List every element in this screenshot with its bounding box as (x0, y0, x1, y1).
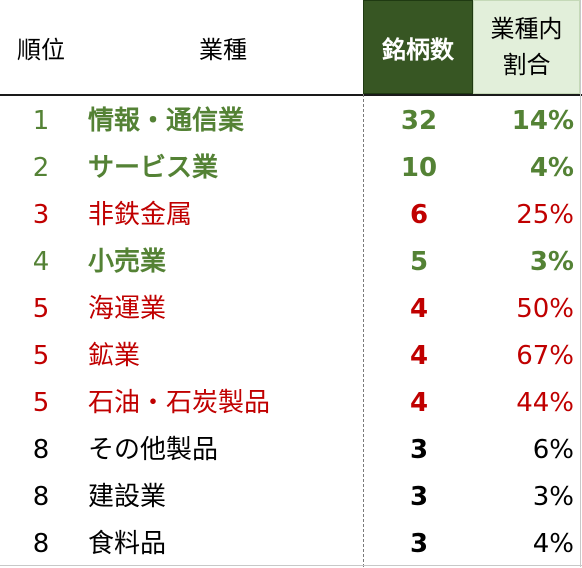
header-ratio-line1: 業種内 (490, 15, 563, 43)
rank-cell: 8 (32, 482, 50, 512)
header-ratio-line2: 割合 (502, 51, 551, 79)
ratio-cell: 25% (516, 200, 574, 230)
header-rank: 順位 (17, 35, 65, 64)
count-cell: 5 (409, 247, 429, 277)
table-row: 5 石油・石炭製品 4 44% (0, 380, 582, 427)
ratio-cell: 3% (529, 247, 574, 277)
industry-cell: 食料品 (88, 529, 167, 559)
ratio-cell: 14% (511, 106, 574, 136)
count-cell: 4 (409, 341, 429, 371)
table-row: 8 建設業 3 3% (0, 474, 582, 521)
table-row: 5 鉱業 4 67% (0, 333, 582, 380)
rank-cell: 2 (32, 153, 50, 183)
ratio-cell: 50% (516, 294, 574, 324)
table-row: 3 非鉄金属 6 25% (0, 192, 582, 239)
table-row: 1 情報・通信業 32 14% (0, 98, 582, 145)
table-row: 4 小売業 5 3% (0, 239, 582, 286)
industry-cell: 鉱業 (88, 341, 141, 371)
ratio-cell: 67% (516, 341, 574, 371)
rank-cell: 5 (32, 294, 50, 324)
table-row: 5 海運業 4 50% (0, 286, 582, 333)
count-cell: 6 (409, 200, 429, 230)
count-cell: 32 (400, 106, 438, 136)
bottom-edge (0, 565, 582, 566)
rank-cell: 3 (32, 200, 50, 230)
ratio-cell: 3% (532, 482, 574, 512)
header-ratio: 業種内 割合 (473, 0, 580, 94)
ratio-cell: 4% (532, 529, 574, 559)
ratio-cell: 6% (532, 435, 574, 465)
industry-cell: その他製品 (88, 435, 219, 465)
ratio-cell: 44% (516, 388, 574, 418)
header-industry: 業種 (199, 35, 247, 64)
industry-cell: 海運業 (88, 294, 167, 324)
rank-cell: 1 (32, 106, 50, 136)
industry-cell: 石油・石炭製品 (88, 388, 271, 418)
header-divider (0, 94, 582, 96)
industry-cell: 情報・通信業 (88, 106, 245, 136)
industry-cell: 非鉄金属 (88, 200, 193, 230)
ratio-cell: 4% (529, 153, 574, 183)
count-cell: 3 (409, 482, 429, 512)
rank-cell: 4 (32, 247, 50, 277)
table-row: 2 サービス業 10 4% (0, 145, 582, 192)
rank-cell: 5 (32, 388, 50, 418)
industry-cell: サービス業 (88, 153, 219, 183)
count-cell: 10 (400, 153, 438, 183)
table-row: 8 食料品 3 4% (0, 521, 582, 568)
count-cell: 4 (409, 294, 429, 324)
right-edge (580, 0, 581, 567)
rank-cell: 5 (32, 341, 50, 371)
header-count: 銘柄数 (363, 0, 473, 94)
industry-cell: 建設業 (88, 482, 167, 512)
column-divider (363, 94, 364, 567)
table-row: 8 その他製品 3 6% (0, 427, 582, 474)
rank-cell: 8 (32, 435, 50, 465)
count-cell: 3 (409, 435, 429, 465)
rank-cell: 8 (32, 529, 50, 559)
count-cell: 3 (409, 529, 429, 559)
industry-cell: 小売業 (88, 247, 167, 277)
count-cell: 4 (409, 388, 429, 418)
